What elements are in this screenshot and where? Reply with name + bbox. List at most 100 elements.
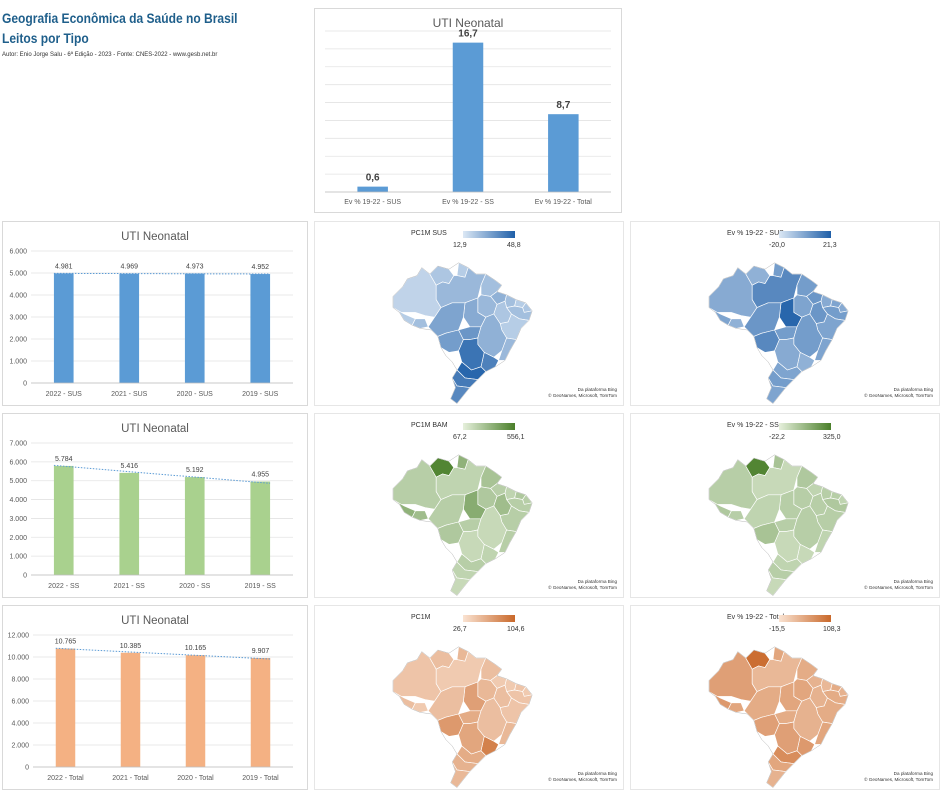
map-legend-min: -15,5 [769,626,785,633]
trendline [53,464,271,484]
y-tick-label: 0 [23,381,27,388]
x-tick-label: Ev % 19-22 - SS [442,199,494,206]
map-legend-max: 104,6 [507,626,525,633]
y-tick-label: 10.000 [8,655,30,662]
trendline [55,647,271,660]
chart-panel-evolution: UTI Neonatal 0,6 Ev % 19-22 - SUS 16,7 Ev % … [314,8,622,213]
bar [357,186,388,192]
data-label: 10.165 [185,645,207,652]
y-tick-label: 7.000 [9,441,27,448]
bar [185,655,206,767]
bar [452,42,484,192]
map-legend-title: PC1M SUS [411,230,447,237]
map-attribution: Da plataforma Bing © GeoNames, Microsoft,… [864,579,933,591]
map-legend-title: Ev % 19-22 - SS [727,422,779,429]
map-attribution-source: Da plataforma Bing [893,579,933,584]
data-label: 4.969 [120,264,138,271]
x-tick-label: 2021 - SS [114,583,145,590]
brazil-states [708,262,849,405]
state-region [411,318,429,329]
map-legend-max: 556,1 [507,434,525,441]
map-attribution-source: Da plataforma Bing [893,387,933,392]
brazil-outline [392,262,533,404]
brazil-outline [392,646,533,788]
bar [250,481,271,575]
map-panel-ev-total[interactable]: Ev % 19-22 - Total -15,5 108,3 Da plataform… [630,605,940,790]
map-legend-gradient [463,423,515,430]
map-panel-pc1m[interactable]: PC1M 26,7 104,6 Da plataforma Bing © GeoName… [314,605,624,790]
map-panel-pc1m-bam[interactable]: PC1M BAM 67,2 556,1 Da plataforma Bing © Geo… [314,413,624,598]
data-label: 10.385 [120,643,142,650]
map-legend-max: 108,3 [823,626,841,633]
chart-title: UTI Neonatal [121,615,189,627]
map-legend-max: 325,0 [823,434,841,441]
map-legend-title: PC1M BAM [411,422,448,429]
y-tick-label: 0 [25,765,29,772]
y-tick-label: 3.000 [9,516,27,523]
map-legend-gradient [779,231,831,238]
chart-svg: UTI Neonatal 0,6 Ev % 19-22 - SUS 16,7 Ev % … [325,16,611,206]
map-panel-pc1m-sus[interactable]: PC1M SUS 12,9 48,8 Da plataforma Bing © GeoN… [314,221,624,406]
bar [184,477,205,575]
chart-svg: UTI Neonatal 0 1.000 2.000 3.000 4.000 5.000 6.… [9,423,293,590]
report-author: Autor: Enio Jorge Salu - 6ª Edição - 202… [2,52,218,58]
map-panel-ev-ss[interactable]: Ev % 19-22 - SS -22,2 325,0 Da plataforma B… [630,413,940,598]
chart-title: UTI Neonatal [121,231,189,243]
chart-panel-ss: UTI Neonatal 0 1.000 2.000 3.000 4.000 5.000 6.… [2,413,308,598]
state-region [727,702,745,713]
map-attribution-copyright: © GeoNames, Microsoft, TomTom [864,777,933,782]
x-tick-label: 2019 - SS [245,583,276,590]
x-tick-label: 2021 - SUS [111,391,148,398]
y-tick-label: 2.000 [9,337,27,344]
y-tick-label: 6.000 [9,459,27,466]
bar [53,465,74,575]
brazil-map [392,646,533,789]
y-tick-label: 3.000 [9,315,27,322]
x-tick-label: 2022 - SUS [46,391,83,398]
brazil-states [392,262,533,405]
data-label: 4.973 [186,264,204,271]
data-label: 8,7 [556,100,570,111]
data-label: 5.784 [55,456,73,463]
map-panel-ev-sus[interactable]: Ev % 19-22 - SUS -20,0 21,3 Da plataforma B… [630,221,940,406]
brazil-map [708,454,849,597]
map-attribution: Da plataforma Bing © GeoNames, Microsoft,… [548,579,617,591]
map-legend-min: 26,7 [453,626,467,633]
y-tick-label: 12.000 [8,633,30,640]
map-legend-title: PC1M [411,614,431,621]
brazil-outline [708,454,849,596]
report-title: Geografia Econômica da Saúde no Brasil [2,10,238,26]
map-attribution: Da plataforma Bing © GeoNames, Microsoft,… [548,387,617,399]
x-tick-label: 2022 - SS [48,583,79,590]
y-tick-label: 4.000 [11,721,29,728]
chart-panel-total: UTI Neonatal 0 2.000 4.000 6.000 8.000 10.000 1… [2,605,308,790]
y-tick-label: 5.000 [9,271,27,278]
map-legend-min: 12,9 [453,242,467,249]
chart-svg: UTI Neonatal 0 2.000 4.000 6.000 8.000 10.000 1… [8,615,293,782]
bar [250,658,271,767]
report-header: Geografia Econômica da Saúde no Brasil L… [2,8,302,58]
brazil-states [708,646,849,789]
data-label: 0,6 [366,173,380,184]
y-tick-label: 1.000 [9,359,27,366]
map-attribution-source: Da plataforma Bing [893,771,933,776]
data-label: 5.192 [186,467,204,474]
data-label: 4.981 [55,263,73,270]
y-tick-label: 0 [23,573,27,580]
y-tick-label: 6.000 [9,249,27,256]
map-legend-title: Ev % 19-22 - Total [727,614,785,621]
trendline [53,272,271,275]
x-tick-label: 2020 - Total [177,775,214,782]
bar [120,652,141,767]
x-tick-label: Ev % 19-22 - SUS [344,199,401,206]
map-attribution-copyright: © GeoNames, Microsoft, TomTom [864,585,933,590]
chart-svg: UTI Neonatal 0 1.000 2.000 3.000 4.000 5.000 6.… [9,231,293,398]
brazil-map [708,646,849,789]
chart-panel-sus: UTI Neonatal 0 1.000 2.000 3.000 4.000 5.000 6.… [2,221,308,406]
brazil-outline [708,646,849,788]
data-label: 16,7 [458,29,478,40]
bar [250,274,271,383]
x-tick-label: Ev % 19-22 - Total [535,199,593,206]
y-tick-label: 8.000 [11,677,29,684]
x-tick-label: 2021 - Total [112,775,149,782]
